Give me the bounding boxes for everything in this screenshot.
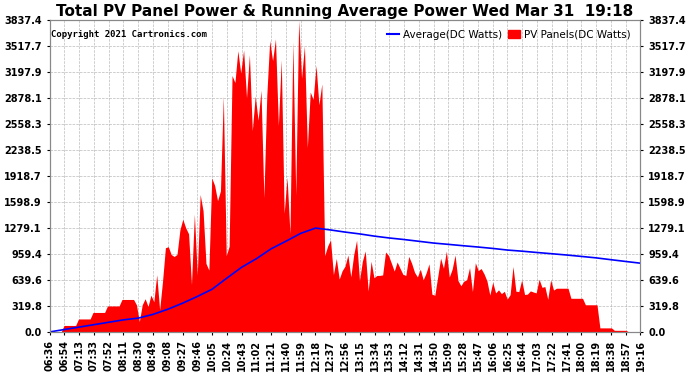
Legend: Average(DC Watts), PV Panels(DC Watts): Average(DC Watts), PV Panels(DC Watts) [383, 26, 635, 44]
Text: Copyright 2021 Cartronics.com: Copyright 2021 Cartronics.com [51, 30, 206, 39]
Title: Total PV Panel Power & Running Average Power Wed Mar 31  19:18: Total PV Panel Power & Running Average P… [57, 4, 633, 19]
